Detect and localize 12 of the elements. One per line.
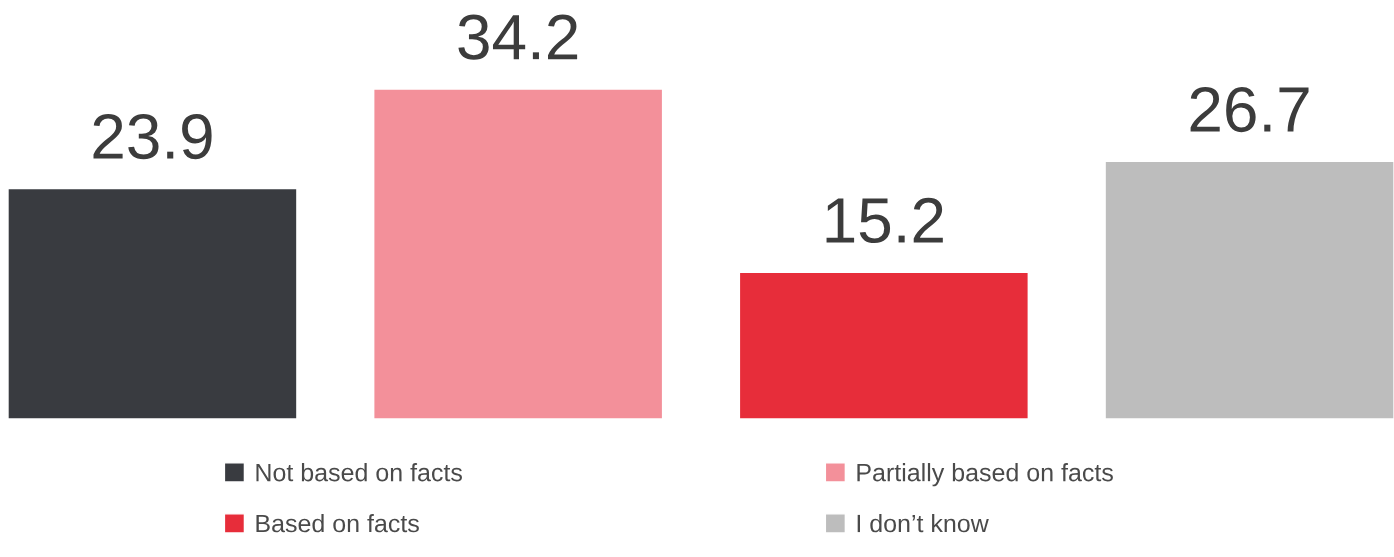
data-label: 26.7 (1190, 86, 1309, 133)
bar (8, 187, 298, 419)
bar (1104, 160, 1394, 419)
bar (373, 88, 664, 419)
data-label: 15.2 (826, 197, 943, 244)
legend-label: I don’t know (857, 513, 989, 533)
data-label: 34.2 (458, 14, 578, 60)
data-label: 23.9 (93, 113, 212, 160)
legend-label: Partially based on facts (857, 463, 1113, 487)
legend-label: Not based on facts (256, 463, 462, 482)
legend-label: Based on facts (256, 513, 419, 533)
bar (738, 271, 1029, 419)
